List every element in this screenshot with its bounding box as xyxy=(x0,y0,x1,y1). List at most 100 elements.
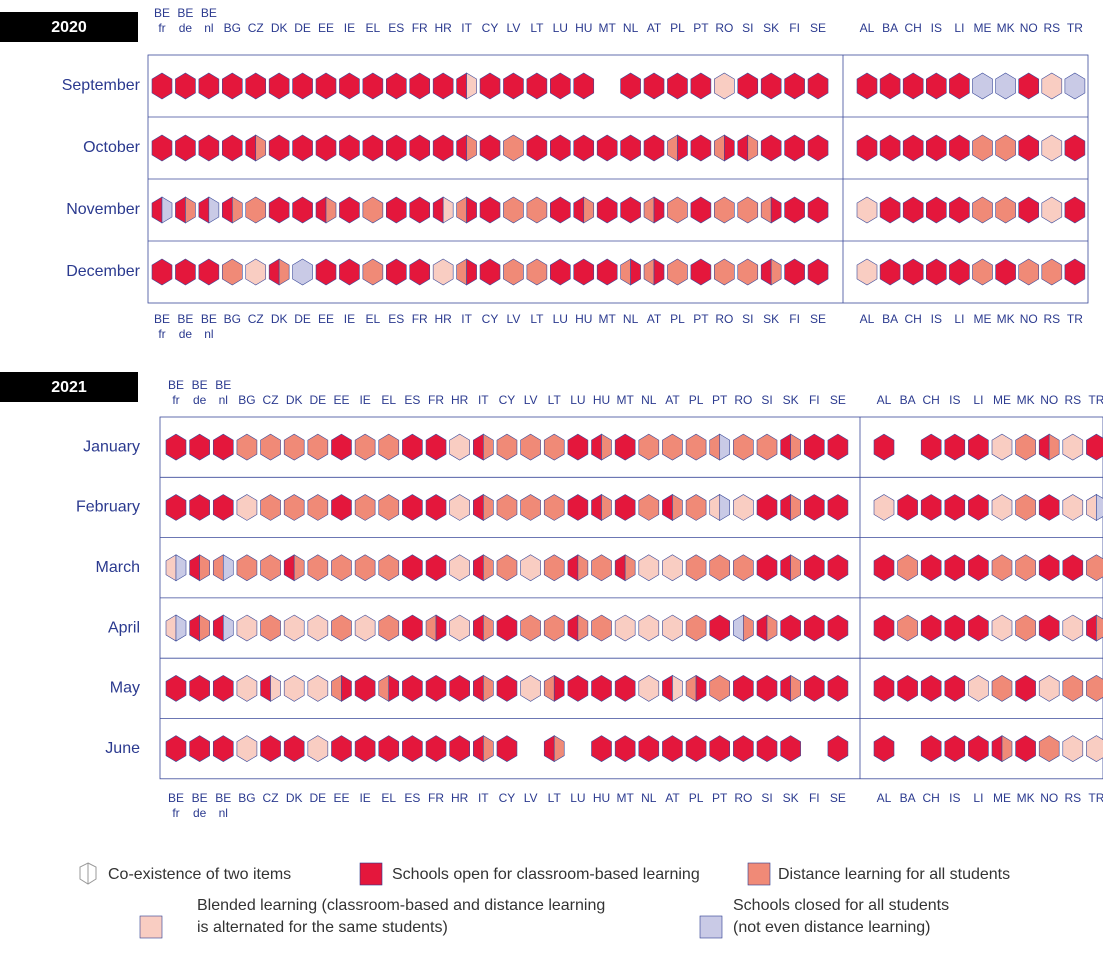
country-label: de xyxy=(179,21,193,35)
country-label: SI xyxy=(761,791,772,805)
country-label: FR xyxy=(428,791,444,805)
status-hex xyxy=(1064,258,1086,286)
status-hex xyxy=(714,72,735,100)
status-hex xyxy=(198,258,220,286)
country-label: LT xyxy=(548,393,562,407)
status-hex xyxy=(709,554,731,582)
status-half-hex xyxy=(189,554,200,582)
status-hex xyxy=(496,735,518,762)
country-label: LI xyxy=(973,791,983,805)
status-hex xyxy=(902,134,924,162)
country-label: ME xyxy=(974,312,992,326)
status-half-hex xyxy=(185,196,196,224)
status-hex xyxy=(920,494,942,521)
country-label: TR xyxy=(1067,21,1083,35)
country-label: FI xyxy=(809,393,820,407)
country-label: LU xyxy=(553,21,568,35)
status-hex xyxy=(968,614,989,642)
status-half-hex xyxy=(315,196,327,224)
status-hex xyxy=(268,72,290,100)
status-hex xyxy=(449,614,470,642)
status-half-hex xyxy=(268,258,280,286)
country-label: BE xyxy=(154,312,170,326)
country-label: CZ xyxy=(248,312,264,326)
country-label: SK xyxy=(783,393,799,407)
status-hex xyxy=(638,735,660,762)
status-half-hex xyxy=(790,554,801,582)
status-half-hex xyxy=(425,614,437,642)
status-half-hex xyxy=(643,196,655,224)
status-half-hex xyxy=(442,196,454,224)
status-half-hex xyxy=(473,554,484,582)
country-label: LI xyxy=(954,21,964,35)
status-hex xyxy=(807,258,829,286)
country-label: CH xyxy=(905,21,922,35)
status-hex xyxy=(780,735,801,762)
country-label: HR xyxy=(451,791,469,805)
status-half-hex xyxy=(466,196,477,224)
status-hex xyxy=(807,72,829,100)
status-hex xyxy=(756,675,778,702)
status-hex xyxy=(803,554,825,582)
status-hex xyxy=(496,614,518,642)
country-label: PL xyxy=(689,791,704,805)
status-hex xyxy=(803,433,825,461)
status-hex xyxy=(432,134,454,162)
status-hex xyxy=(784,134,805,162)
status-hex xyxy=(614,614,636,642)
status-hex xyxy=(550,196,571,224)
status-hex xyxy=(339,196,360,224)
status-hex xyxy=(827,554,849,582)
status-half-hex xyxy=(662,674,673,702)
status-hex xyxy=(737,196,759,224)
status-hex xyxy=(920,433,942,461)
country-label: FI xyxy=(789,21,800,35)
country-label: fr xyxy=(158,21,165,35)
status-hex xyxy=(925,196,947,224)
status-half-hex xyxy=(222,554,234,582)
status-hex xyxy=(503,72,524,100)
country-label: nl xyxy=(204,21,213,35)
status-hex xyxy=(596,196,618,224)
country-label: TR xyxy=(1088,791,1103,805)
status-half-hex xyxy=(591,493,602,521)
status-hex xyxy=(402,433,423,461)
country-label: MK xyxy=(1017,791,1035,805)
country-label: BE xyxy=(192,791,208,805)
country-label: MK xyxy=(1017,393,1035,407)
status-half-hex xyxy=(573,196,585,224)
status-half-hex xyxy=(466,134,477,162)
status-half-hex xyxy=(151,196,163,224)
country-label: IS xyxy=(949,791,960,805)
legend-swatch xyxy=(747,862,771,886)
status-hex xyxy=(245,72,267,100)
status-hex xyxy=(331,433,352,461)
status-hex xyxy=(949,134,970,162)
status-half-hex xyxy=(483,493,494,521)
status-hex xyxy=(449,494,470,521)
country-label: HR xyxy=(434,21,452,35)
status-hex xyxy=(685,494,707,521)
country-label: nl xyxy=(219,806,228,820)
status-hex xyxy=(449,675,470,702)
year-badge xyxy=(0,372,138,402)
country-label: RS xyxy=(1064,791,1081,805)
country-label: PL xyxy=(670,21,685,35)
status-half-hex xyxy=(709,493,721,521)
status-hex xyxy=(385,196,407,224)
status-hex xyxy=(784,258,805,286)
country-label: LU xyxy=(553,312,568,326)
country-label: BG xyxy=(224,312,241,326)
country-label: NO xyxy=(1020,21,1038,35)
status-hex xyxy=(1018,134,1039,162)
status-half-hex xyxy=(685,674,697,702)
status-hex xyxy=(260,494,281,521)
status-hex xyxy=(1086,433,1103,461)
status-hex xyxy=(307,614,329,642)
status-half-hex xyxy=(245,134,257,162)
country-label: EE xyxy=(333,393,349,407)
status-hex xyxy=(1015,494,1036,521)
status-half-hex xyxy=(198,196,210,224)
country-label: SE xyxy=(830,393,846,407)
